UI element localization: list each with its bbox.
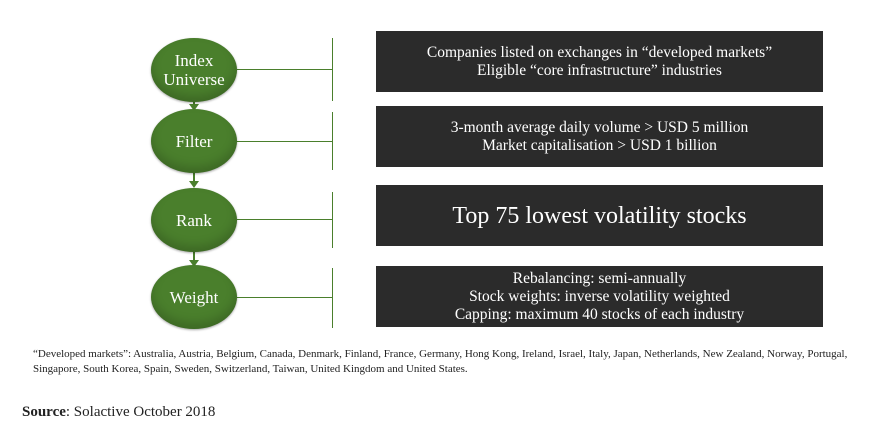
step-label: Filter [175, 131, 213, 151]
step-description: Companies listed on exchanges in “develo… [426, 43, 773, 61]
step-box-weight: Rebalancing: semi-annually Stock weights… [376, 266, 823, 327]
arrow-down-icon [189, 104, 199, 111]
connector-line [193, 170, 195, 184]
step-box-rank: Top 75 lowest volatility stocks [376, 185, 823, 246]
source-label: Source [22, 404, 66, 420]
step-bracket [332, 112, 333, 170]
step-description: Rebalancing: semi-annually [512, 269, 687, 287]
step-box-filter: 3-month average daily volume > USD 5 mil… [376, 106, 823, 167]
step-box-index-universe: Companies listed on exchanges in “develo… [376, 31, 823, 92]
step-connector [237, 141, 333, 142]
step-description: Top 75 lowest volatility stocks [452, 202, 747, 229]
step-circle-index-universe: Index Universe [151, 38, 237, 102]
step-label: Rank [176, 210, 212, 230]
step-description: Stock weights: inverse volatility weight… [469, 287, 730, 305]
step-label: Weight [169, 287, 219, 307]
step-circle-rank: Rank [151, 188, 237, 252]
step-label: Index Universe [163, 51, 225, 89]
step-description: Capping: maximum 40 stocks of each indus… [454, 305, 745, 323]
step-description: Eligible “core infrastructure” industrie… [477, 61, 722, 79]
connector-line [193, 250, 195, 264]
step-bracket [332, 38, 333, 101]
step-bracket [332, 268, 333, 328]
step-circle-filter: Filter [151, 109, 237, 173]
developed-markets-footnote: “Developed markets”: Australia, Austria,… [33, 348, 848, 375]
step-description: 3-month average daily volume > USD 5 mil… [450, 118, 749, 136]
step-connector [237, 219, 333, 220]
step-connector [237, 69, 333, 70]
step-description: Market capitalisation > USD 1 billion [482, 136, 717, 154]
step-connector [237, 297, 333, 298]
step-bracket [332, 192, 333, 248]
source-note: Source: Solactive October 2018 [22, 404, 215, 421]
source-text: : Solactive October 2018 [65, 404, 216, 420]
arrow-down-icon [189, 260, 199, 267]
arrow-down-icon [189, 181, 199, 188]
step-circle-weight: Weight [151, 265, 237, 329]
